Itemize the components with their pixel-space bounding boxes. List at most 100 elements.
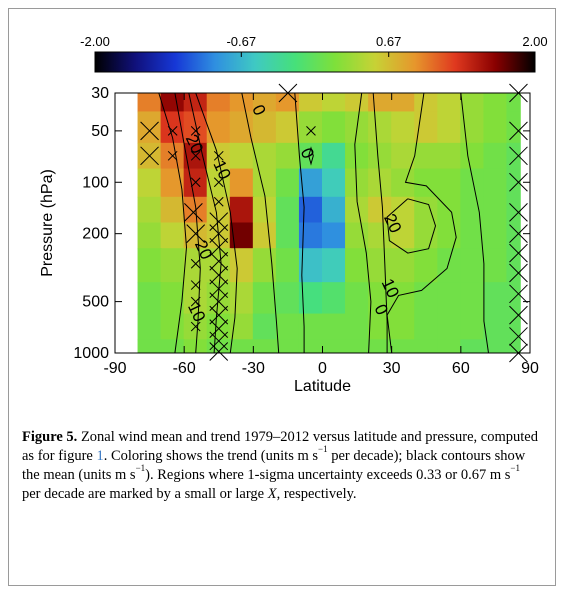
heatmap-cell [252,339,277,353]
heatmap-cell [437,168,462,198]
large-x-mark [209,279,229,299]
y-tick-label: 500 [82,294,109,311]
heatmap-cell [206,339,231,353]
x-stroke [509,263,528,283]
heatmap-cell [414,168,439,198]
heatmap-cell [275,142,300,170]
x-stroke [190,126,201,136]
heatmap-cell [483,222,508,250]
colorbar-tick-label: 2.00 [522,34,547,49]
x-stroke [167,150,178,161]
caption-text-2: . Coloring shows the trend (units m s [103,448,319,464]
x-stroke [190,321,201,332]
heatmap-cell [414,142,439,170]
contour-line [354,93,372,353]
figure-reference-link[interactable]: 1 [96,448,104,464]
heatmap-cell [345,313,370,341]
heatmap-cell [275,339,300,353]
heatmap-cell [183,248,208,284]
heatmap-cell [160,222,185,250]
heatmap-cell [345,339,370,353]
heatmap-cell [298,111,323,144]
heatmap-cell [460,313,485,341]
x-axis-label: Latitude [294,378,351,395]
heatmap-cell [252,222,277,250]
contour-line [241,93,280,353]
heatmap-cell [506,339,522,353]
caption-text-4: ). Regions where 1-sigma uncertainty exc… [145,467,511,483]
heatmap-cell [506,111,522,144]
heatmap-cell [206,93,231,113]
heatmap-cell [506,196,522,224]
small-x-mark [306,126,316,136]
x-stroke [509,224,528,244]
large-x-mark [509,243,528,263]
heatmap-cell [275,93,300,113]
large-x-mark [209,224,229,244]
heatmap-cell [275,313,300,341]
small-x-mark [167,150,178,161]
heatmap-cell [414,248,439,284]
large-x-mark [209,265,229,285]
y-tick-label: 200 [82,226,109,243]
large-x-mark [509,121,528,141]
small-x-mark [190,321,201,332]
figure-frame [8,8,556,586]
heatmap-cell [391,111,416,144]
small-x-mark [213,177,224,188]
heatmap-cell [437,93,462,113]
x-stroke [509,172,528,192]
heatmap-cell [298,313,323,341]
x-stroke [190,150,201,161]
heatmap-cell [483,168,508,198]
small-x-mark [167,126,178,136]
x-stroke [209,331,229,351]
heatmap-cell [506,313,522,341]
x-stroke [509,243,528,263]
heatmap-cell [137,222,162,250]
heatmap-no-data [520,93,530,353]
heatmap-cell [275,282,300,315]
large-x-mark [509,146,528,166]
large-x-mark [509,172,528,192]
heatmap-cell [437,142,462,170]
heatmap-cell [368,142,393,170]
heatmap-cell [252,111,277,144]
x-stroke [213,177,224,188]
heatmap-cell [252,142,277,170]
caption-exponent-1: −1 [318,444,328,455]
contour-line [188,93,222,353]
heatmap-cell [183,222,208,250]
large-x-mark [186,224,206,244]
x-tick-label: -30 [242,360,265,377]
heatmap-cell [345,248,370,284]
large-x-mark [509,305,528,325]
x-tick-label: 90 [521,360,539,377]
heatmap-cell [437,339,462,353]
large-x-mark [140,121,159,141]
heatmap-cell [414,339,439,353]
heatmap-cell [322,248,347,284]
heatmap-cell [229,93,254,113]
x-stroke [306,126,316,136]
figure-caption: Figure 5. Zonal wind mean and trend 1979… [22,428,542,504]
x-stroke [209,292,229,311]
heatmap-cell [229,339,254,353]
large-x-mark [509,284,528,304]
heatmap-cell [483,282,508,315]
heatmap-cell [183,168,208,198]
large-x-mark [209,292,229,311]
heatmap-cell [460,196,485,224]
heatmap-cell [414,93,439,113]
x-stroke [190,280,201,290]
x-stroke [140,121,159,141]
heatmap-cell [322,313,347,341]
heatmap-cell [483,313,508,341]
colorbar-gradient [94,51,536,73]
heatmap-cell [483,339,508,353]
heatmap-cell [229,248,254,284]
contour-line [158,93,188,353]
heatmap-cell [137,168,162,198]
heatmap-cell [322,196,347,224]
heatmap-cell [368,339,393,353]
